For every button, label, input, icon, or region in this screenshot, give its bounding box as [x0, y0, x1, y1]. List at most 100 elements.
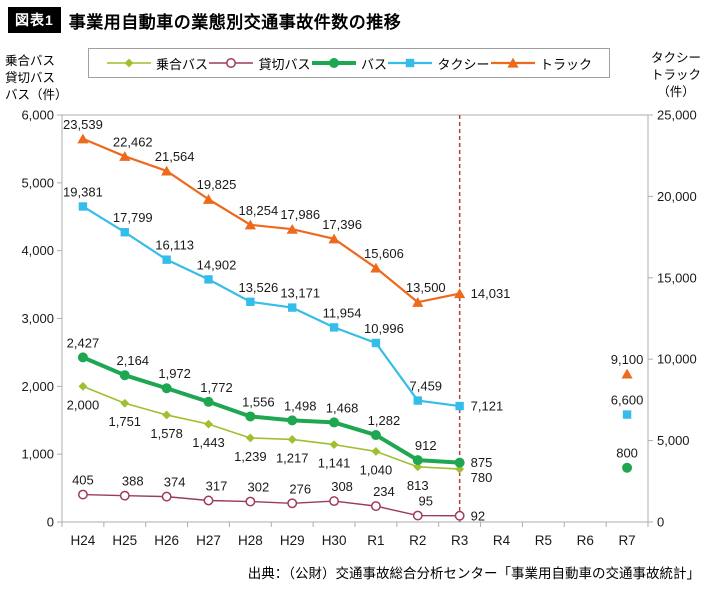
- x-tick-label: H28: [238, 533, 263, 548]
- open-circle-marker-icon: [203, 495, 214, 506]
- data-label: 302: [248, 480, 270, 495]
- open-circle-marker-icon: [119, 490, 130, 501]
- diamond-marker-icon: [287, 435, 297, 444]
- x-tick-label: H27: [196, 533, 221, 548]
- legend-triangle-icon: [490, 57, 535, 68]
- circle-marker-icon: [77, 352, 88, 363]
- legend-diamond-icon: [107, 58, 151, 68]
- square-marker-icon: [406, 58, 415, 68]
- source-citation: 出典：（公財）交通事故総合分析センター「事業用自動車の交通事故統計」: [247, 566, 700, 581]
- data-label: 317: [206, 478, 228, 493]
- data-label: 308: [331, 479, 353, 494]
- open-circle-marker-icon: [329, 496, 340, 507]
- right-axis-title-line: トラック: [650, 68, 701, 82]
- legend-label: 乗合バス: [156, 56, 209, 72]
- data-label: 1,239: [234, 449, 267, 464]
- right-axis-title-line: （件）: [657, 85, 695, 99]
- data-label: 1,217: [276, 450, 309, 465]
- series-line-タクシー: [81, 205, 461, 408]
- diamond-marker-icon: [413, 462, 423, 472]
- data-label: 912: [415, 438, 437, 453]
- data-label: 800: [616, 446, 638, 461]
- chart-header: 図表1 事業用自動車の業態別交通事故件数の推移: [8, 7, 401, 33]
- chart-legend: 乗合バス 貸切バス バス タクシー トラック: [88, 48, 610, 78]
- diamond-marker-icon: [329, 440, 339, 450]
- open-circle-marker-icon: [161, 491, 172, 502]
- y-tick-label-right: 5,000: [657, 433, 690, 448]
- circle-marker-icon: [622, 462, 633, 473]
- open-circle-marker-icon: [287, 498, 298, 509]
- data-label: 13,171: [280, 286, 320, 301]
- y-tick-label-left: 1,000: [21, 447, 54, 462]
- data-label: 2,000: [67, 397, 100, 412]
- data-label: 7,459: [410, 379, 443, 394]
- data-label: 1,468: [326, 400, 359, 415]
- legend-marker: [406, 58, 415, 68]
- square-marker-icon: [162, 255, 171, 264]
- x-tick-label: R1: [367, 533, 384, 548]
- circle-marker-icon: [329, 417, 340, 428]
- data-label: 2,164: [117, 353, 150, 368]
- series-line-貸切バス: [82, 493, 461, 517]
- data-label: 17,986: [280, 207, 320, 222]
- triangle-marker-icon: [119, 151, 131, 161]
- data-label: 10,996: [364, 321, 404, 336]
- data-label: 95: [419, 494, 433, 509]
- y-tick-label-left: 3,000: [21, 311, 54, 326]
- x-tick-label: H24: [71, 533, 96, 548]
- x-tick-label: R7: [618, 533, 635, 548]
- left-axis-title-line: 乗合バス: [5, 54, 56, 68]
- square-marker-icon: [204, 275, 213, 284]
- data-label: 1,141: [318, 456, 351, 471]
- square-marker-icon: [455, 401, 464, 411]
- y-tick-label-right: 20,000: [657, 189, 697, 204]
- data-label: 276: [289, 481, 311, 496]
- circle-marker-icon: [119, 370, 130, 381]
- data-label: 21,564: [155, 149, 195, 164]
- legend-marker: [124, 58, 134, 68]
- legend-marker: [507, 57, 519, 68]
- circle-marker-icon: [328, 58, 339, 68]
- triangle-marker-icon: [77, 133, 89, 144]
- data-label: 1,040: [360, 462, 393, 477]
- y-tick-label-right: 25,000: [657, 108, 697, 123]
- legend-item: バス: [311, 54, 387, 73]
- right-axis-title: タクシー トラック （件）: [645, 50, 707, 101]
- square-marker-icon: [78, 202, 88, 211]
- legend-label: 貸切バス: [258, 56, 311, 72]
- square-marker-icon: [288, 303, 297, 312]
- data-label: 780: [471, 470, 493, 485]
- open-circle-marker-icon: [245, 496, 256, 507]
- triangle-marker-icon: [412, 297, 424, 307]
- triangle-marker-icon: [202, 194, 215, 204]
- x-tick-label: R2: [409, 533, 426, 548]
- data-label: 1,751: [109, 414, 142, 429]
- diamond-marker-icon: [245, 433, 255, 443]
- data-label: 1,772: [200, 380, 233, 395]
- diamond-marker-icon: [120, 398, 130, 408]
- diamond-marker-icon: [78, 381, 88, 391]
- data-label: 18,254: [238, 203, 278, 218]
- open-circle-marker-icon: [454, 510, 465, 521]
- x-tick-label: R5: [535, 533, 552, 548]
- diamond-marker-icon: [124, 58, 134, 68]
- series-line-バス: [80, 355, 462, 465]
- square-marker-icon: [622, 410, 632, 419]
- x-tick-label: R6: [577, 533, 594, 548]
- data-label: 388: [122, 474, 144, 489]
- data-label: 1,556: [242, 394, 275, 409]
- data-label: 13,500: [406, 280, 446, 295]
- triangle-marker-icon: [244, 219, 256, 230]
- y-tick-label-right: 0: [657, 515, 664, 530]
- chart-title: 事業用自動車の業態別交通事故件数の推移: [68, 12, 402, 32]
- figure-badge: 図表1: [8, 7, 61, 33]
- triangle-marker-icon: [161, 165, 173, 176]
- data-label: 19,381: [63, 184, 103, 199]
- data-label: 9,100: [611, 352, 644, 367]
- legend-circle-icon: [311, 58, 356, 68]
- data-label: 92: [471, 508, 485, 523]
- left-axis-title-line: 貸切バス: [5, 71, 56, 85]
- y-tick-label-right: 15,000: [657, 270, 697, 285]
- legend-marker: [328, 58, 339, 68]
